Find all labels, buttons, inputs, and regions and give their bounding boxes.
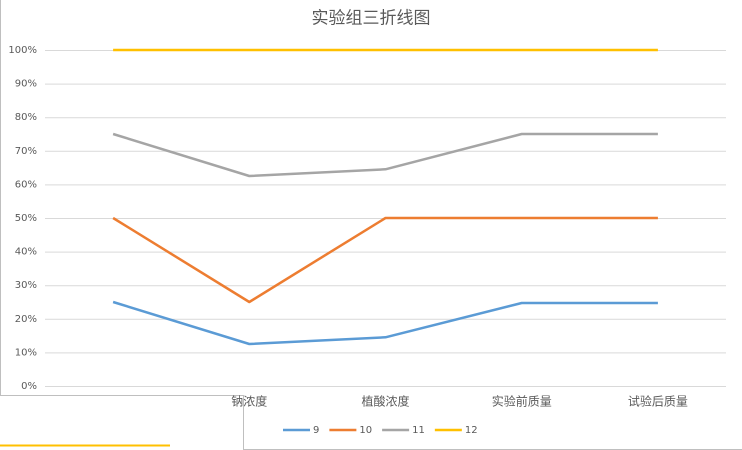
y-tick-label: 60%: [15, 179, 37, 190]
y-tick-label: 30%: [15, 280, 37, 291]
series-line: [112, 132, 658, 178]
y-tick-label: 0%: [21, 381, 37, 392]
legend-label: 10: [359, 425, 372, 436]
y-tick-label: 20%: [15, 314, 37, 325]
chart-title: 实验组三折线图: [312, 9, 431, 29]
y-tick-label: 70%: [15, 146, 37, 157]
legend-label: 9: [313, 425, 319, 436]
x-tick-label: 钠浓度: [231, 394, 267, 409]
x-tick-label: 试验后质量: [628, 394, 688, 409]
y-tick-label: 40%: [15, 247, 37, 258]
series-line: [112, 216, 658, 304]
y-tick-label: 100%: [8, 45, 37, 56]
y-tick-label: 90%: [15, 79, 37, 90]
x-tick-label: 实验前质量: [492, 394, 552, 409]
legend-label: 11: [412, 425, 425, 436]
series-line: [112, 300, 658, 346]
legend-label: 12: [465, 425, 478, 436]
x-tick-label: 植酸浓度: [361, 394, 409, 409]
y-tick-label: 80%: [15, 112, 37, 123]
y-tick-label: 10%: [15, 347, 37, 358]
y-tick-label: 50%: [15, 213, 37, 224]
